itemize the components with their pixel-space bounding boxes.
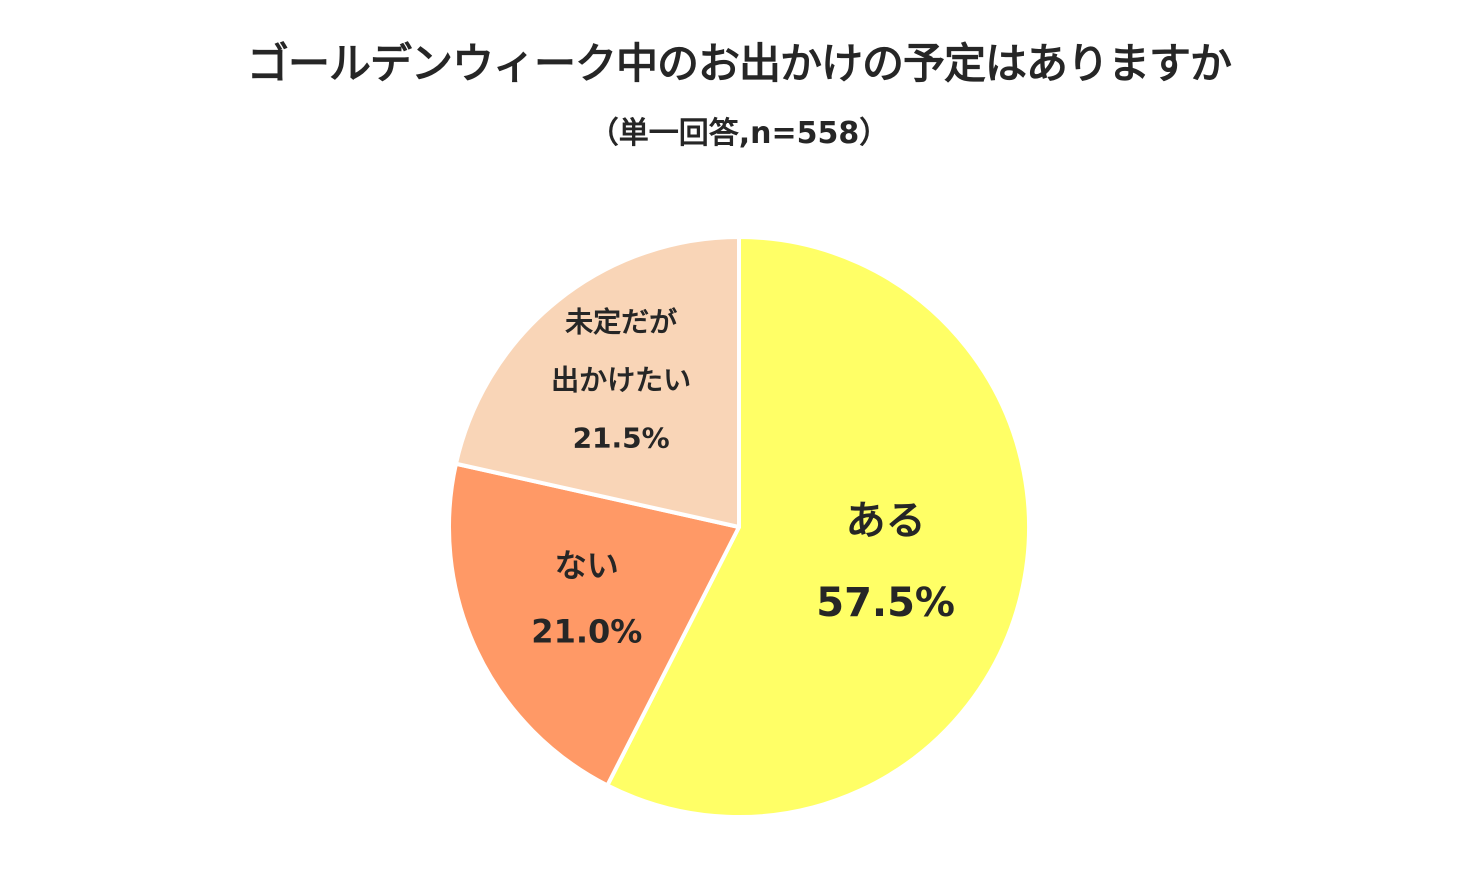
slice-label-1-0: ない [555,547,619,585]
slice-value-label-2: 21.5% [573,421,670,454]
pie-slice-0 [605,235,1031,819]
slice-label-0-0: ある [846,498,926,544]
pie-slice-2 [453,235,741,529]
pie-slice-1 [447,461,741,788]
slice-value-label-0: 57.5% [816,580,955,626]
pie-slices [447,235,1031,819]
slice-value-label-1: 21.0% [531,613,642,651]
slice-label-2-0: 未定だが [565,305,677,338]
slice-label-2-1: 出かけたい [551,363,691,396]
chart-subtitle: （単一回答,n=558） [588,116,890,151]
chart-title: ゴールデンウィーク中のお出かけの予定はありますか [246,39,1232,88]
